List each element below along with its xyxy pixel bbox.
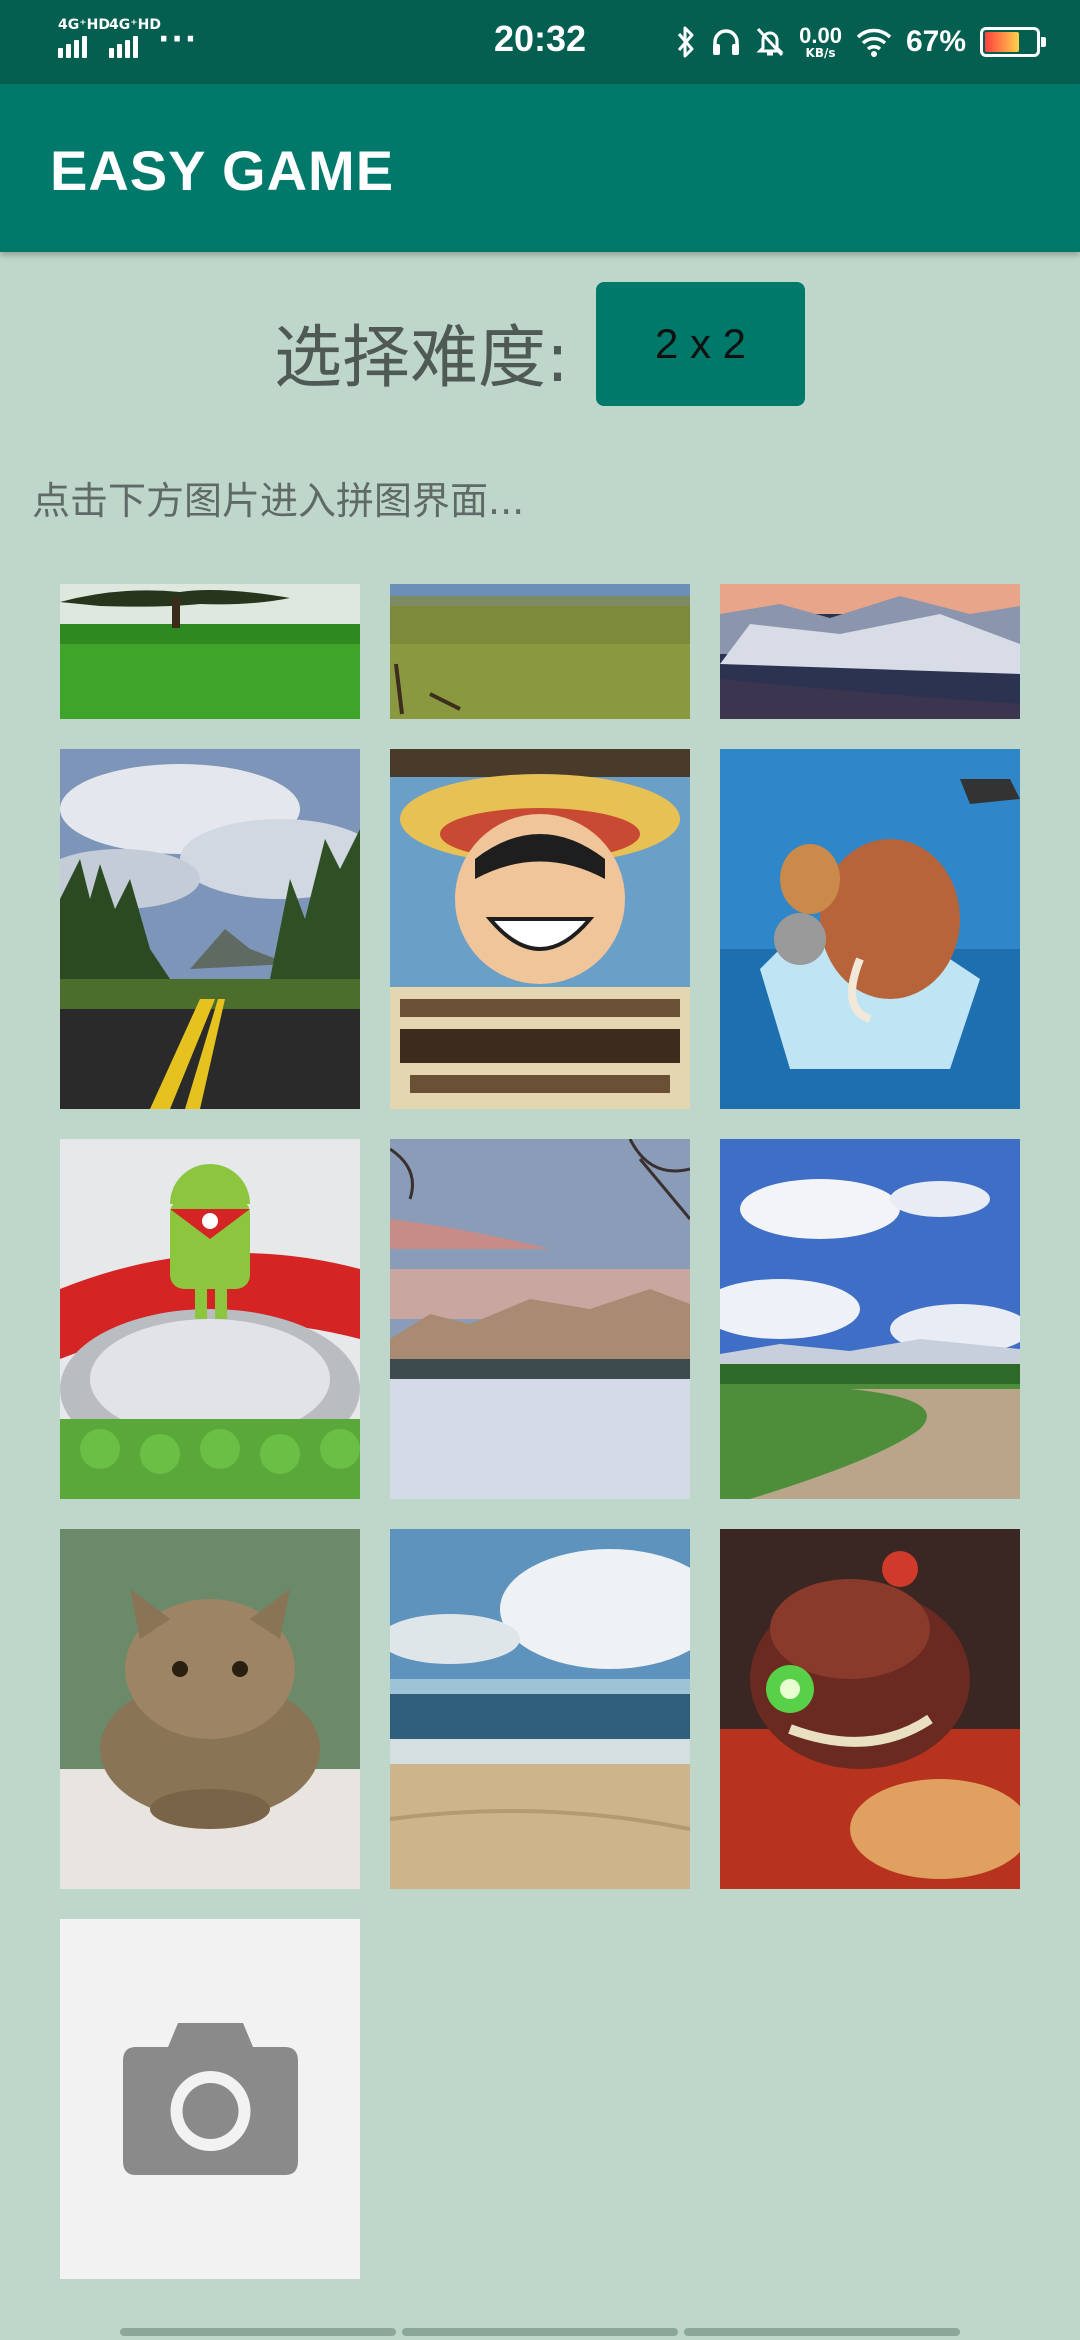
camera-tile[interactable] (60, 1919, 360, 2279)
gallery-image-ice-age-mammoth[interactable] (720, 749, 1020, 1109)
app-title: EASY GAME (50, 139, 395, 202)
gallery-image-winter-lake[interactable] (390, 1139, 690, 1499)
net-speed: 0.00 KB/s (799, 23, 842, 60)
difficulty-label: 选择难度: (274, 319, 569, 398)
gallery-image-forest-road[interactable] (60, 749, 360, 1109)
battery-icon (980, 27, 1046, 57)
bluetooth-icon (677, 26, 694, 58)
gallery-image-game-character[interactable] (720, 1529, 1020, 1889)
difficulty-row: 选择难度: 2 x 2 (0, 282, 1080, 406)
signal-2-icon: 4G⁺HD (109, 18, 161, 58)
gallery-image-beach-shore[interactable] (390, 1529, 690, 1889)
gallery-image-kitten[interactable] (60, 1529, 360, 1889)
signal-1-label: 4G⁺HD (58, 17, 110, 33)
headphones-icon (713, 29, 740, 55)
battery-percent: 67% (905, 25, 966, 58)
gallery-image-luffy-wanted-poster[interactable] (390, 749, 690, 1109)
bottom-scroll-indicator (120, 2328, 960, 2336)
gallery-image-android-robot-globe[interactable] (60, 1139, 360, 1499)
net-speed-unit: KB/s (805, 46, 836, 60)
gallery-image-grass-field[interactable] (390, 584, 690, 719)
hint-text: 点击下方图片进入拼图界面... (32, 479, 525, 523)
difficulty-button[interactable]: 2 x 2 (596, 282, 805, 406)
signal-2-label: 4G⁺HD (109, 17, 161, 33)
status-time: 20:32 (493, 18, 587, 59)
gallery-image-tree-meadow[interactable] (60, 584, 360, 719)
mute-bell-icon (756, 27, 784, 57)
battery-fill (985, 32, 1019, 52)
camera-icon (122, 2023, 298, 2175)
net-speed-value: 0.00 (799, 23, 842, 48)
app-bar: EASY GAME (0, 84, 1080, 252)
gallery-image-country-road[interactable] (720, 1139, 1020, 1499)
status-bar: 4G⁺HD 4G⁺HD ··· 20:32 0.00 KB/s 67% (0, 0, 1080, 84)
wifi-icon (856, 28, 892, 57)
signal-1-icon: 4G⁺HD (58, 18, 110, 58)
gallery-image-snowy-mountain[interactable] (720, 584, 1020, 719)
more-notifications-icon: ··· (158, 22, 199, 57)
